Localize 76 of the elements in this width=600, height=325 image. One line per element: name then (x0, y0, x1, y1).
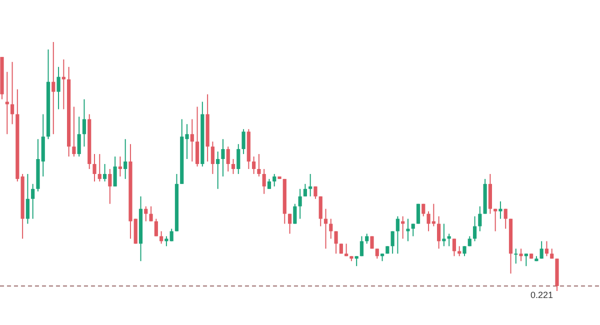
candlestick (452, 238, 456, 257)
candlestick (462, 246, 466, 257)
candlestick (231, 158, 236, 174)
candlestick (5, 71, 9, 135)
candlestick (308, 173, 312, 197)
candlestick (272, 173, 276, 187)
candlestick (190, 118, 194, 162)
candlestick (102, 164, 107, 182)
candlestick (252, 156, 256, 174)
candlestick (437, 216, 441, 250)
candlestick (26, 173, 30, 224)
candlestick (164, 236, 168, 247)
candlestick (257, 154, 261, 177)
candlestick (210, 141, 214, 174)
candlestick (221, 138, 225, 177)
candlestick (447, 233, 451, 247)
candlestick (77, 116, 81, 158)
candlestick (472, 216, 477, 242)
candlestick (160, 230, 164, 244)
candlestick (498, 200, 502, 220)
candlestick (514, 248, 518, 264)
candlestick (216, 151, 220, 190)
candlestick (10, 61, 14, 125)
candlestick (365, 233, 369, 244)
candlestick (329, 218, 333, 240)
candlestick (92, 154, 96, 182)
candlestick (108, 168, 112, 204)
candlestick (360, 236, 364, 257)
candlestick (293, 203, 297, 224)
candlestick (298, 188, 302, 220)
candlestick (396, 216, 400, 254)
candlestick (288, 213, 292, 234)
candlestick (416, 203, 420, 224)
candlestick (170, 228, 174, 242)
candlestick (458, 246, 462, 257)
candlestick (113, 156, 117, 187)
candlestick (72, 106, 76, 158)
candlestick (375, 248, 379, 260)
candlestick (324, 208, 328, 250)
candlestick (422, 203, 426, 217)
candlestick (144, 206, 148, 222)
candlestick (478, 206, 482, 232)
candlestick (262, 168, 266, 194)
candlestick (524, 253, 528, 267)
candlestick (354, 256, 358, 267)
candlestick (303, 183, 307, 197)
candlestick (154, 218, 158, 237)
candlestick (267, 178, 272, 190)
candlestick (226, 146, 230, 172)
candlestick (236, 144, 240, 174)
candlestick (401, 216, 405, 240)
candlestick (242, 128, 246, 155)
candlestick (195, 106, 200, 167)
annotation: 0.221 (530, 290, 553, 300)
candlestick (334, 230, 338, 254)
candlestick (390, 230, 394, 254)
candlestick (314, 186, 318, 200)
candlestick (494, 208, 498, 232)
candlestick (544, 240, 549, 257)
candlestick (344, 243, 348, 257)
candlestick (519, 248, 523, 262)
candlestick (318, 196, 322, 227)
candlestick (31, 183, 35, 220)
candlestick (98, 154, 102, 182)
candlestick (370, 236, 374, 250)
candlestick (504, 208, 508, 230)
candlestick (442, 223, 446, 247)
candlestick (62, 58, 66, 110)
candlestick (52, 42, 56, 135)
candlestick (82, 98, 86, 148)
candlestick (540, 240, 544, 260)
candlestick (118, 156, 122, 177)
candlestick (149, 206, 153, 222)
candlestick (124, 138, 128, 180)
candlestick (56, 66, 60, 110)
candlestick (411, 223, 415, 237)
